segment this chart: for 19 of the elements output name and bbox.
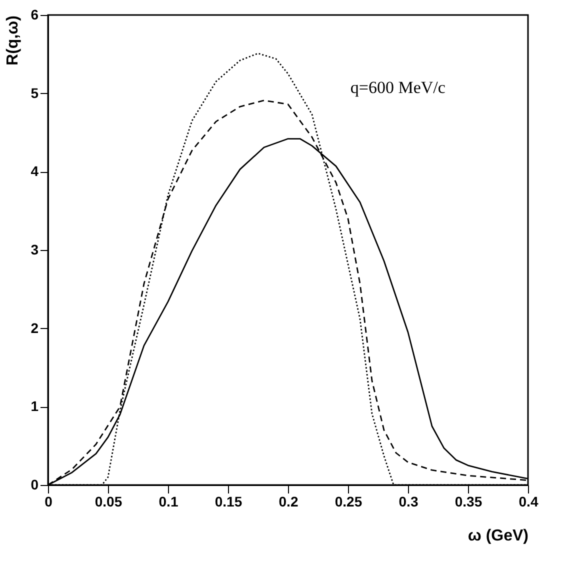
x-tick-label: 0.15 (214, 494, 242, 510)
x-tick-label: 0.35 (454, 494, 482, 510)
y-tick-label: 4 (30, 163, 39, 180)
y-tick-label: 5 (30, 84, 39, 101)
y-tick-label: 6 (30, 6, 39, 22)
y-tick-label: 2 (30, 320, 39, 336)
y-tick-label: 3 (30, 242, 39, 258)
y-tick-label: 1 (30, 398, 39, 414)
x-axis-title: ω (GeV) (468, 528, 528, 544)
x-tick-label: 0.4 (518, 494, 538, 510)
y-tick-label: 0 (30, 476, 39, 492)
x-tick-label: 0.3 (398, 494, 418, 510)
x-tick-label: 0.2 (278, 494, 298, 510)
annotation: q=600 MeV/c (350, 78, 446, 97)
x-tick-label: 0.1 (158, 494, 178, 510)
x-tick-label: 0.05 (94, 494, 122, 510)
x-tick-label: 0 (44, 494, 53, 510)
x-tick-label: 0.25 (334, 494, 362, 510)
y-axis-title: R(q,ω) (4, 16, 22, 66)
